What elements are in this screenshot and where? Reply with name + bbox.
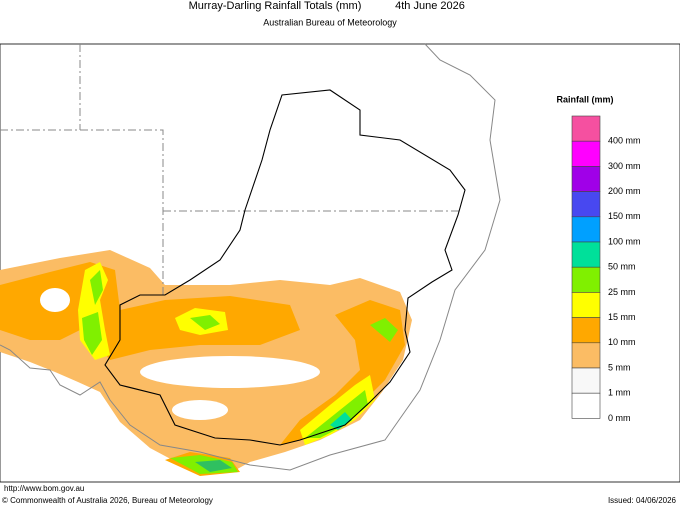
map xyxy=(0,43,680,483)
legend-title: Rainfall (mm) xyxy=(556,94,613,104)
rain-25mm xyxy=(82,270,103,355)
legend-label: 400 mm xyxy=(608,136,641,146)
legend-label: 5 mm xyxy=(608,362,631,372)
rain-0mm xyxy=(172,400,228,420)
legend-swatch xyxy=(571,367,601,394)
state-border xyxy=(0,44,460,295)
legend-swatch xyxy=(571,166,601,192)
legend: 400 mm 300 mm 200 mm 150 mm 100 mm 50 mm 25 mm… xyxy=(571,115,641,423)
map-date: 4th June 2026 xyxy=(395,0,465,12)
legend-swatch xyxy=(571,342,601,369)
rain-0mm xyxy=(140,356,320,388)
legend-label: 200 mm xyxy=(608,186,641,196)
footer-copyright: © Commonwealth of Australia 2026, Bureau… xyxy=(2,496,213,505)
legend-label: 15 mm xyxy=(608,312,636,322)
legend-swatch xyxy=(571,241,601,268)
rain-50mm xyxy=(330,412,352,430)
legend-swatch xyxy=(571,216,601,243)
rain-5mm xyxy=(0,262,300,360)
map-subtitle: Australian Bureau of Meteorology xyxy=(263,17,397,27)
rain-25mm xyxy=(370,318,398,342)
rain-50mm xyxy=(195,460,232,472)
rain-0mm xyxy=(40,288,70,312)
legend-swatch xyxy=(571,317,601,344)
footer-url: http://www.bom.gov.au xyxy=(4,484,84,493)
rain-5mm xyxy=(280,300,405,445)
coastline xyxy=(0,43,501,471)
rain-25mm xyxy=(305,390,368,438)
legend-label: 100 mm xyxy=(608,236,641,246)
legend-swatch xyxy=(571,115,601,142)
legend-swatch xyxy=(571,191,601,218)
rain-25mm xyxy=(190,315,220,330)
legend-swatch xyxy=(571,392,601,419)
legend-label: 10 mm xyxy=(608,337,636,347)
legend-label: 300 mm xyxy=(608,161,641,171)
legend-label: 150 mm xyxy=(608,211,641,221)
legend-label: 1 mm xyxy=(608,388,631,398)
legend-label: 25 mm xyxy=(608,287,636,297)
legend-swatch xyxy=(571,140,601,167)
basin-boundary xyxy=(104,89,466,446)
footer-issued: Issued: 04/06/2026 xyxy=(608,496,677,505)
legend-label: 50 mm xyxy=(608,262,636,272)
legend-swatch xyxy=(571,292,601,318)
map-title: Murray-Darling Rainfall Totals (mm) xyxy=(189,0,362,12)
legend-swatch xyxy=(571,266,601,293)
legend-label: 0 mm xyxy=(608,413,631,423)
